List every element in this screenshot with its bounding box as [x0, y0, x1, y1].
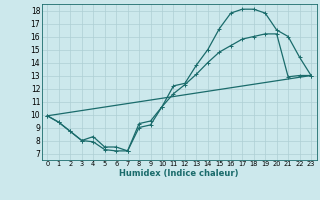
X-axis label: Humidex (Indice chaleur): Humidex (Indice chaleur)	[119, 169, 239, 178]
